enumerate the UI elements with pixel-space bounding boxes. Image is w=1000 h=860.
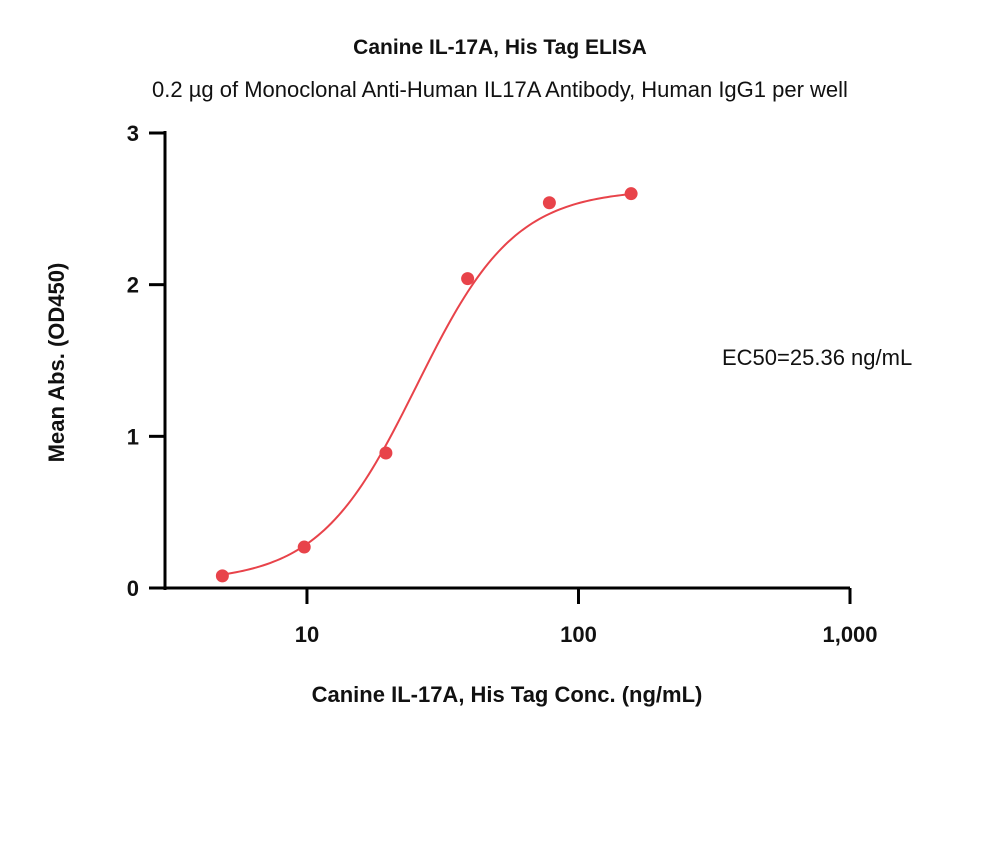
x-tick-label: 100 [560,622,597,647]
ec50-annotation: EC50=25.36 ng/mL [722,345,912,370]
chart-subtitle: 0.2 µg of Monoclonal Anti-Human IL17A An… [152,77,848,102]
data-point [379,446,393,460]
data-point [297,540,311,554]
x-tick-label: 10 [295,622,319,647]
data-point [215,569,229,583]
x-tick-label: 1,000 [822,622,877,647]
x-axis-title: Canine IL-17A, His Tag Conc. (ng/mL) [312,682,703,707]
y-axis-title: Mean Abs. (OD450) [44,263,69,463]
y-tick-label: 1 [127,424,139,449]
data-point [461,272,475,286]
y-tick-label: 2 [127,273,139,298]
data-point [624,187,638,201]
chart-title: Canine IL-17A, His Tag ELISA [353,36,647,59]
y-tick-label: 0 [127,576,139,601]
data-point [542,196,556,210]
fit-curve [222,193,632,576]
y-tick-label: 3 [127,121,139,146]
